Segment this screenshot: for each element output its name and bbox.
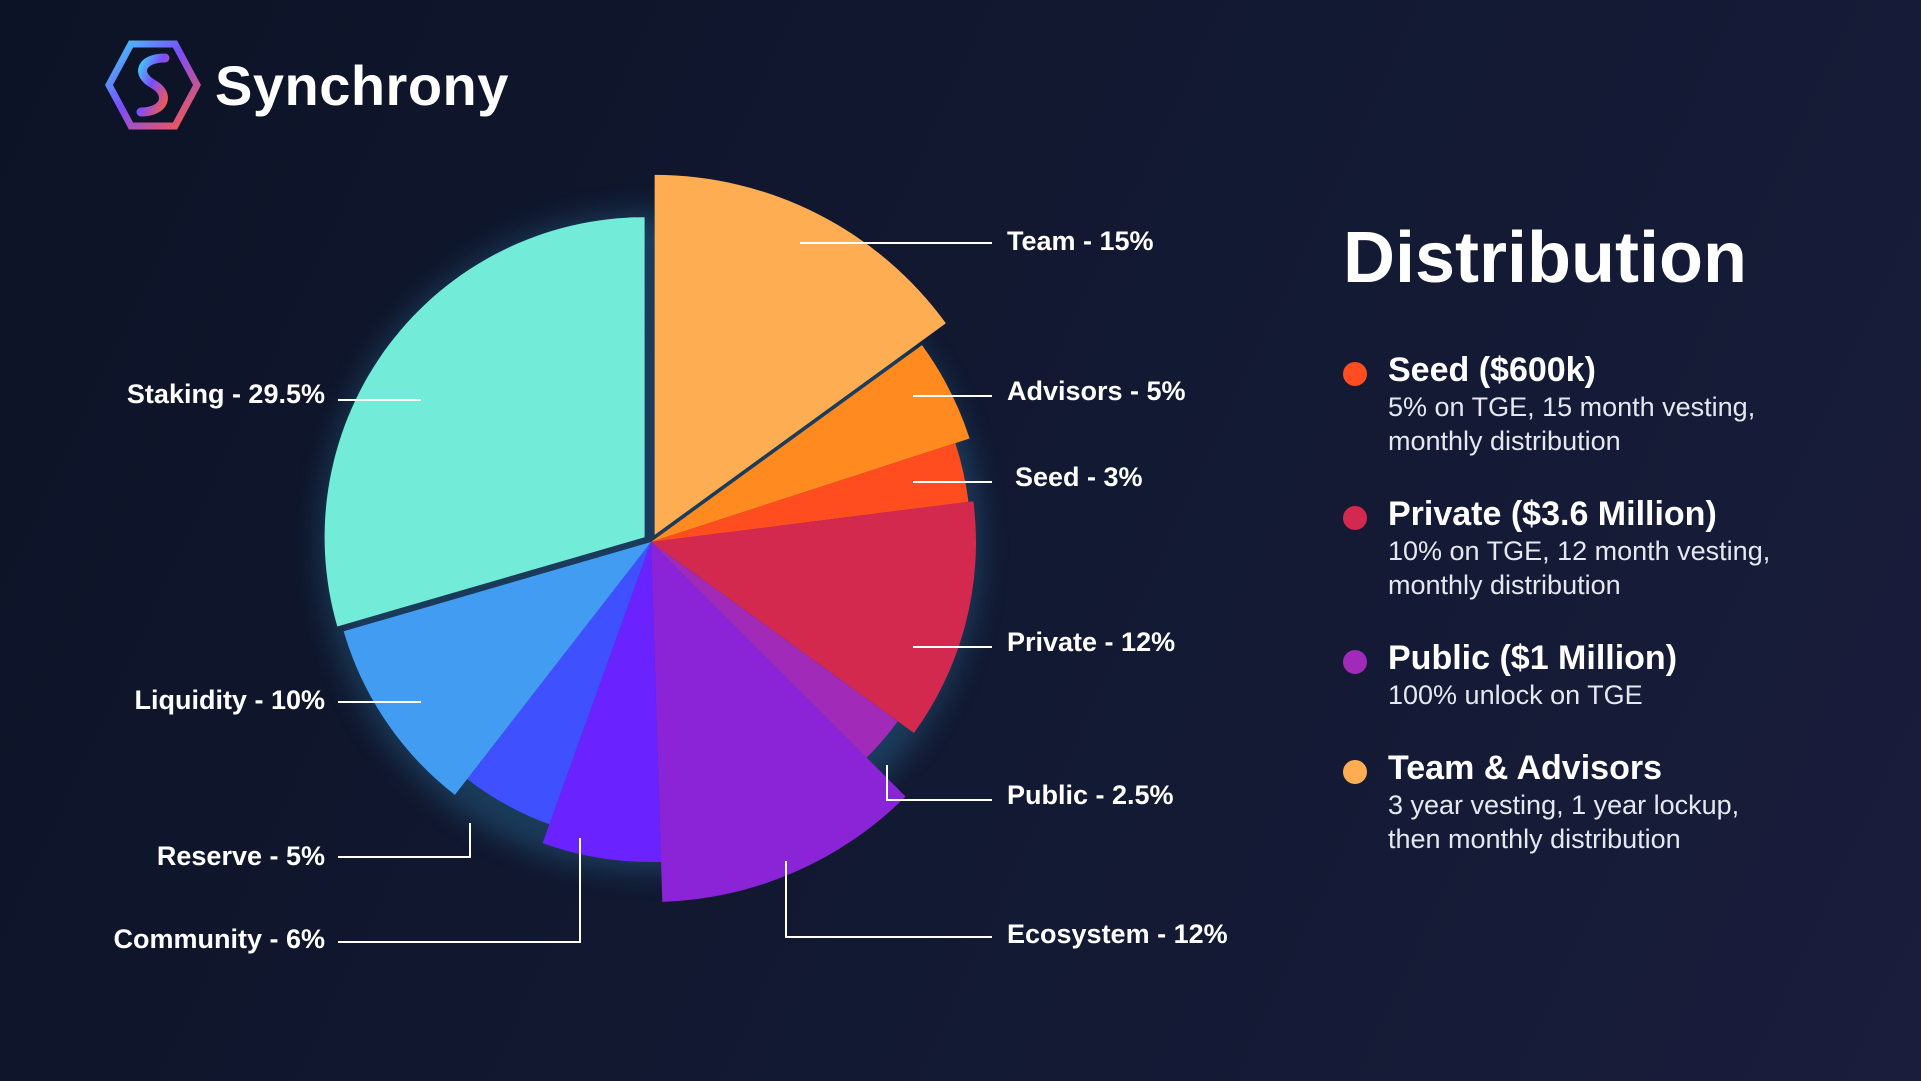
legend-item-desc-line: 100% unlock on TGE	[1388, 680, 1643, 710]
slice-label-liquidity: Liquidity - 10%	[134, 685, 325, 715]
slice-label-public: Public - 2.5%	[1007, 780, 1174, 810]
legend: Seed ($600k) 5% on TGE, 15 month vesting…	[1343, 350, 1863, 892]
pie-slice-liquidity	[343, 542, 651, 795]
legend-item-seed: Seed ($600k) 5% on TGE, 15 month vesting…	[1343, 350, 1863, 458]
pie-slice-reserve	[467, 542, 651, 825]
legend-dot	[1343, 506, 1367, 530]
pie-slice-ecosystem	[651, 542, 906, 902]
legend-item-team-advisors: Team & Advisors 3 year vesting, 1 year l…	[1343, 748, 1863, 856]
slice-labels: Team - 15% Advisors - 5% Seed - 3% Private …	[113, 226, 1227, 954]
leader-line-reserve	[338, 823, 471, 858]
legend-item-public: Public ($1 Million) 100% unlock on TGE	[1343, 638, 1863, 712]
pie-slice-private	[651, 501, 976, 734]
legend-item-desc-line: 3 year vesting, 1 year lockup,	[1388, 790, 1740, 820]
slice-label-community: Community - 6%	[113, 924, 325, 954]
legend-item-desc-line: then monthly distribution	[1388, 824, 1681, 854]
legend-dot	[1343, 650, 1367, 674]
pie-slice-advisors	[651, 345, 970, 542]
legend-item-name: Private ($3.6 Million)	[1388, 495, 1717, 533]
slice-label-private: Private - 12%	[1007, 627, 1175, 657]
legend-dot	[1343, 362, 1367, 386]
legend-dot	[1343, 760, 1367, 784]
pie-slice-staking	[324, 217, 645, 627]
slice-label-advisors: Advisors - 5%	[1007, 376, 1186, 406]
legend-item-private: Private ($3.6 Million) 10% on TGE, 12 mo…	[1343, 494, 1863, 602]
slice-label-seed: Seed - 3%	[1015, 462, 1143, 492]
slice-label-reserve: Reserve - 5%	[157, 841, 325, 871]
legend-item-desc-line: 10% on TGE, 12 month vesting,	[1388, 536, 1771, 566]
leader-line-ecosystem	[785, 861, 992, 938]
legend-item-name: Public ($1 Million)	[1388, 639, 1678, 677]
legend-item-desc-line: monthly distribution	[1388, 426, 1621, 456]
pie-slices	[324, 174, 976, 902]
pie-slice-team	[654, 174, 946, 535]
brand-name: Synchrony	[215, 53, 509, 117]
legend-item-name: Team & Advisors	[1388, 749, 1662, 787]
legend-item-name: Seed ($600k)	[1388, 351, 1596, 389]
legend-item-desc-line: monthly distribution	[1388, 570, 1621, 600]
legend-item-desc-line: 5% on TGE, 15 month vesting,	[1388, 392, 1756, 422]
leader-lines	[338, 242, 992, 943]
pie-slice-seed	[651, 443, 969, 542]
pie-slice-public	[651, 542, 898, 758]
synchrony-logo-icon	[105, 40, 201, 130]
brand-logo: Synchrony	[105, 40, 509, 130]
leader-line-community	[338, 838, 581, 943]
leader-line-public	[886, 765, 992, 801]
slice-label-staking: Staking - 29.5%	[127, 379, 325, 409]
distribution-pie-chart: Team - 15% Advisors - 5% Seed - 3% Private …	[113, 174, 1227, 954]
slice-label-ecosystem: Ecosystem - 12%	[1007, 919, 1228, 949]
pie-slice-community	[542, 542, 662, 862]
legend-title: Distribution	[1343, 218, 1747, 298]
slice-label-team: Team - 15%	[1007, 226, 1154, 256]
